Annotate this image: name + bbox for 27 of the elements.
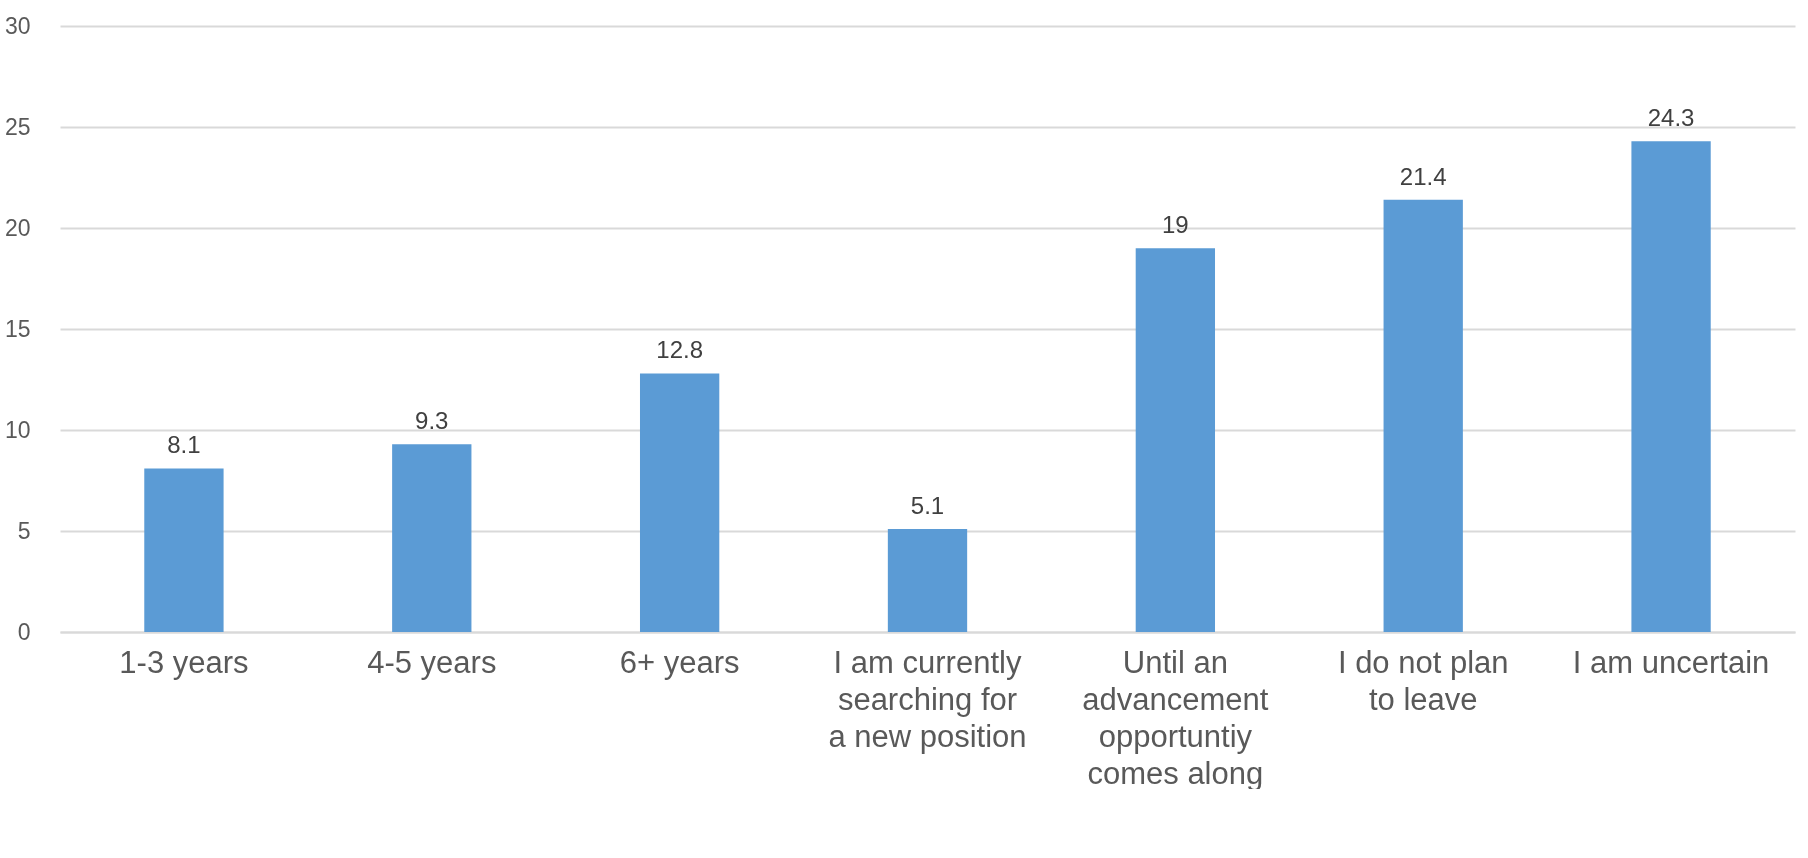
y-tick-label: 25 xyxy=(4,113,31,140)
x-tick-label: 4-5 years xyxy=(367,644,497,680)
x-tick-label: I am currently searching for a new position xyxy=(828,644,1027,754)
x-tick-label: 1-3 years xyxy=(119,644,249,680)
x-tick-label: I am uncertain xyxy=(1572,644,1770,680)
data-label: 12.8 xyxy=(656,336,703,364)
x-tick-label: I do not plan to leave xyxy=(1337,644,1509,717)
data-label: 19 xyxy=(1162,211,1189,239)
data-label: 8.1 xyxy=(167,431,201,459)
bar xyxy=(1135,248,1216,632)
data-label: 21.4 xyxy=(1399,162,1447,190)
bar xyxy=(1383,199,1463,632)
y-tick-label: 15 xyxy=(4,315,31,342)
data-label: 9.3 xyxy=(415,407,449,435)
y-tick-label: 10 xyxy=(4,416,31,443)
bar xyxy=(639,373,720,632)
y-tick-label: 20 xyxy=(4,214,31,241)
y-tick-label: 5 xyxy=(17,517,31,544)
data-label: 5.1 xyxy=(910,491,945,519)
bar xyxy=(144,468,224,632)
data-label: 24.3 xyxy=(1647,104,1695,132)
bar xyxy=(1631,141,1711,632)
x-tick-label: 6+ years xyxy=(619,644,740,680)
y-tick-label: 30 xyxy=(4,12,31,39)
y-tick-label: 0 xyxy=(17,618,31,645)
bar xyxy=(392,444,472,632)
bar xyxy=(887,528,968,632)
